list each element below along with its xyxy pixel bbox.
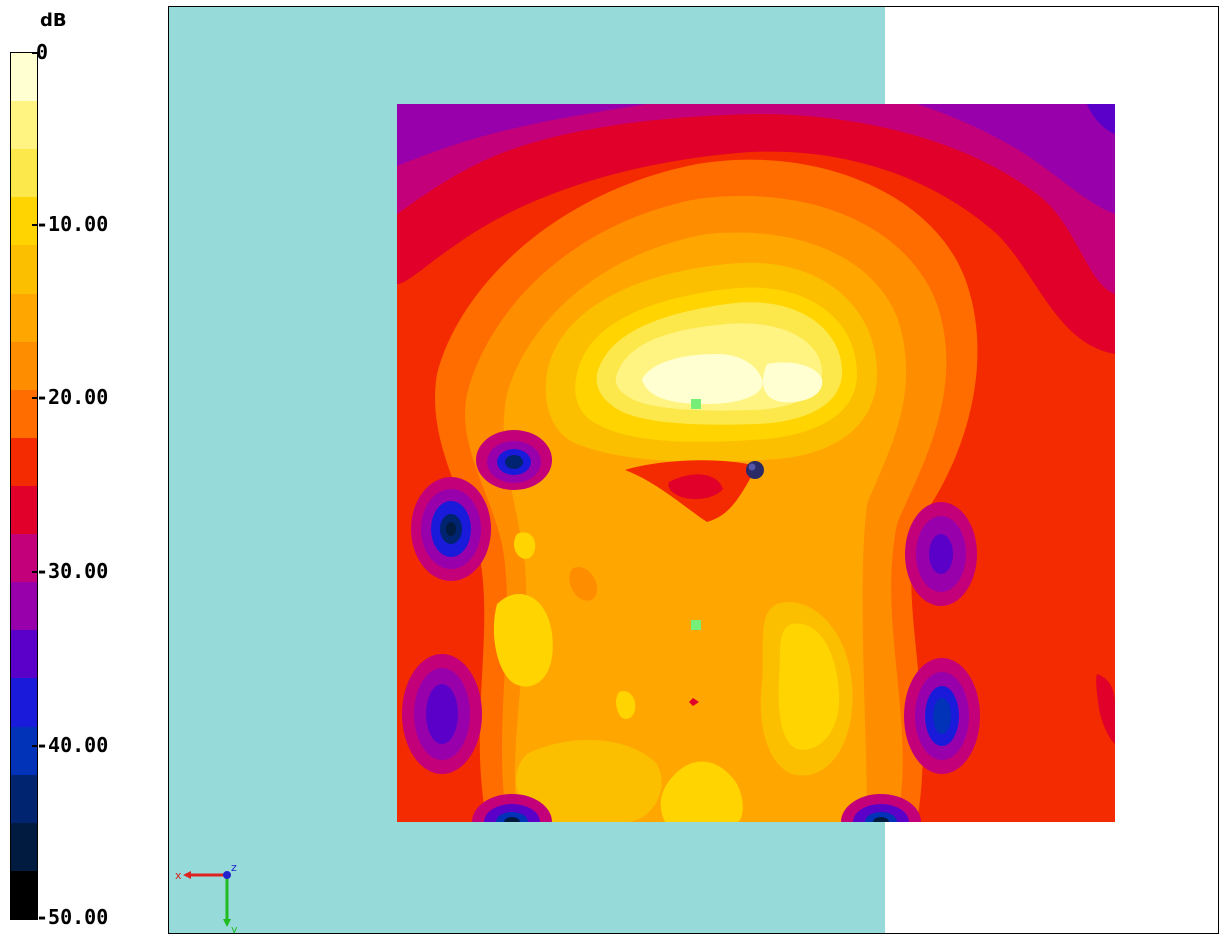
orientation-axes: x y z — [175, 861, 238, 933]
legend-segment — [11, 726, 37, 775]
legend-segment — [11, 870, 37, 919]
legend-segment — [11, 101, 37, 150]
legend-segment — [11, 293, 37, 342]
legend-segment — [11, 582, 37, 631]
axis-x-label: x — [175, 869, 182, 882]
legend-segment — [11, 53, 37, 102]
field-distribution-map — [397, 104, 1115, 822]
legend-segment — [11, 197, 37, 246]
axis-z-label: z — [231, 861, 237, 874]
legend-tick-40: -40.00 — [31, 733, 109, 757]
legend-segment — [11, 437, 37, 486]
legend-unit: dB — [40, 10, 67, 31]
legend-tick-20: -20.00 — [31, 385, 109, 409]
legend-segment — [11, 485, 37, 535]
legend-segment — [11, 341, 37, 390]
legend-segment — [11, 630, 37, 679]
legend-tick-30: -30.00 — [31, 559, 109, 583]
legend-segment — [11, 822, 37, 871]
marker-upper — [691, 399, 701, 409]
marker-lower — [691, 620, 701, 630]
legend-tick-50: -50.00 — [31, 905, 109, 929]
legend-segment — [11, 774, 37, 823]
legend-tick-10: -10.00 — [31, 212, 109, 236]
color-legend: dB 0 -10.00 -20.00 -30.00 -40.00 -50.00 — [0, 0, 165, 936]
3d-viewport[interactable]: x y z — [168, 6, 1219, 934]
axis-y-label: y — [231, 923, 238, 933]
legend-tick-0: 0 — [31, 40, 49, 64]
legend-segment — [11, 149, 37, 198]
legend-segment — [11, 678, 37, 727]
legend-segment — [11, 534, 37, 583]
probe-sphere — [746, 461, 764, 479]
legend-color-bar — [10, 52, 38, 920]
legend-segment — [11, 245, 37, 294]
